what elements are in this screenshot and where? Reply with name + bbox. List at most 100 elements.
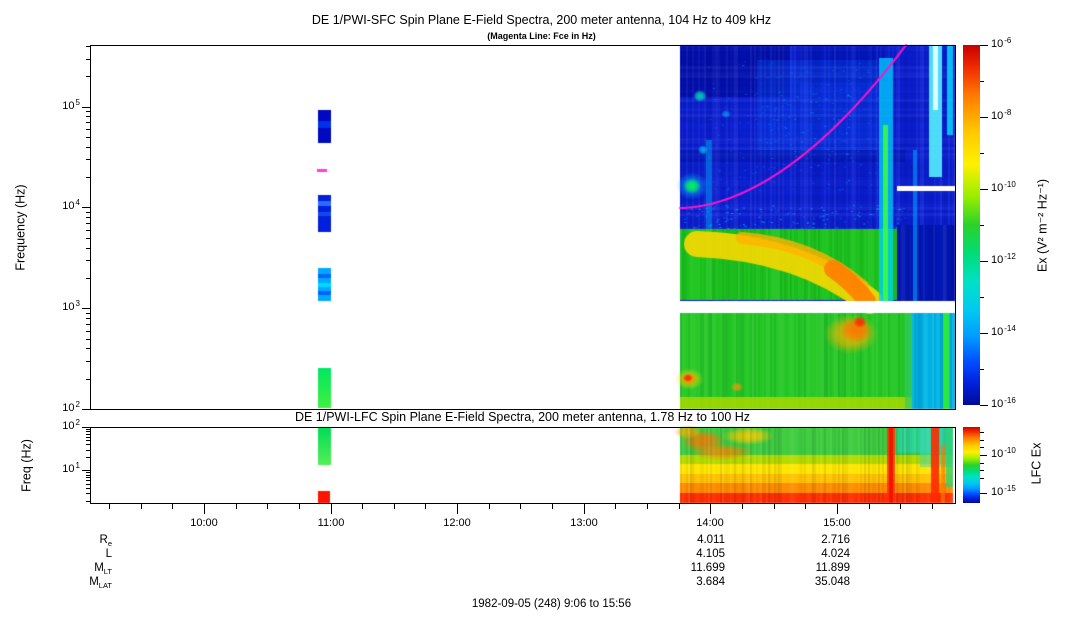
ephemeris-value-1500: 2.716: [821, 534, 850, 546]
sfc-y-axis-label: Frequency (Hz): [13, 184, 28, 271]
ephemeris-row-label: Re: [20, 533, 112, 548]
tick-mantissa: 10: [991, 38, 1004, 50]
x-axis-tick-label: 14:00: [696, 517, 724, 529]
ephemeris-label-main: M: [89, 576, 99, 588]
lfc-colorbar-minor-tick: [980, 447, 984, 448]
ephemeris-value-1400: 11.699: [690, 562, 725, 574]
sfc-y-minor-tick: [86, 361, 90, 362]
lfc-colorbar-minor-tick: [980, 440, 984, 441]
x-axis-minor-tick: [742, 504, 743, 509]
sfc-colorbar-tick-label: 10-8: [991, 108, 1033, 124]
tick-mantissa: 10: [991, 398, 1004, 410]
sfc-y-minor-tick: [86, 147, 90, 148]
lfc-colorbar-minor-tick: [980, 463, 984, 464]
x-axis-major-tick: [204, 504, 205, 514]
lfc-y-minor-tick: [86, 501, 90, 502]
lfc-colorbar-label: LFC Ex: [1029, 442, 1044, 485]
x-axis-minor-tick: [362, 504, 363, 509]
lfc-y-minor-tick: [86, 472, 90, 473]
sfc-y-minor-tick: [86, 129, 90, 130]
tick-mantissa: 10: [62, 402, 75, 414]
tick-exponent: 4: [75, 198, 80, 207]
x-axis-major-tick: [710, 504, 711, 514]
ephemeris-value-1400: 4.011: [697, 534, 725, 546]
tick-mantissa: 10: [991, 182, 1004, 194]
x-axis-minor-tick: [520, 504, 521, 509]
x-axis-minor-tick: [679, 504, 680, 509]
sfc-colorbar-minor-tick: [980, 369, 984, 370]
sfc-y-minor-tick: [86, 177, 90, 178]
lfc-y-minor-tick: [86, 457, 90, 458]
tick-exponent: -14: [1004, 324, 1016, 333]
tick-mantissa: 10: [62, 100, 75, 112]
lfc-y-minor-tick: [86, 484, 90, 485]
tick-exponent: -15: [1004, 484, 1016, 493]
tick-mantissa: 10: [62, 420, 75, 432]
sfc-y-minor-tick: [86, 111, 90, 112]
footer-daterange: 1982-09-05 (248) 9:06 to 15:56: [471, 598, 632, 610]
tick-exponent: -12: [1004, 252, 1016, 261]
tick-mantissa: 10: [62, 200, 75, 212]
sfc-y-minor-tick: [86, 238, 90, 239]
ephemeris-row-label: MLAT: [20, 575, 112, 590]
sfc-colorbar-major-tick: [980, 117, 988, 118]
sfc-y-minor-tick: [86, 331, 90, 332]
tick-exponent: -10: [1004, 446, 1016, 455]
lfc-y-axis-label: Freq (Hz): [19, 439, 34, 492]
sfc-y-minor-tick: [86, 122, 90, 123]
x-axis-minor-tick: [900, 504, 901, 509]
x-axis-minor-tick: [805, 504, 806, 509]
x-axis-minor-tick: [141, 504, 142, 509]
sfc-y-major-tick: [82, 207, 90, 208]
sfc-colorbar-tick-label: 10-6: [991, 36, 1033, 52]
lfc-colorbar-tick-label: 10-10: [991, 446, 1033, 462]
sfc-y-tick-label: 104: [38, 198, 80, 214]
x-axis-minor-tick: [394, 504, 395, 509]
tick-exponent: -6: [1004, 36, 1012, 45]
ephemeris-label-main: L: [105, 548, 112, 560]
tick-mantissa: 10: [991, 448, 1004, 460]
sfc-y-minor-tick: [86, 230, 90, 231]
sfc-y-tick-label: 105: [38, 98, 80, 114]
x-axis-major-tick: [457, 504, 458, 514]
ephemeris-label-main: M: [94, 562, 104, 574]
tick-exponent: 2: [75, 418, 80, 427]
lfc-colorbar-major-tick: [980, 493, 987, 494]
tick-exponent: -8: [1004, 108, 1012, 117]
lfc-colorbar: [963, 427, 980, 503]
lfc-y-minor-tick: [86, 493, 90, 494]
ephemeris-row-label: L: [20, 547, 112, 562]
x-axis-minor-tick: [299, 504, 300, 509]
sfc-y-minor-tick: [86, 46, 90, 47]
ephemeris-value-1400: 4.105: [696, 548, 725, 560]
x-axis-tick-label: 11:00: [317, 517, 345, 529]
sfc-y-minor-tick: [86, 116, 90, 117]
sfc-plot-frame: [90, 45, 956, 410]
lfc-y-minor-tick: [86, 488, 90, 489]
ephemeris-label-main: R: [99, 534, 108, 546]
sfc-y-minor-tick: [86, 223, 90, 224]
lfc-colorbar-minor-tick: [980, 470, 984, 471]
x-axis-tick-label: 10:00: [190, 517, 218, 529]
tick-mantissa: 10: [62, 463, 75, 475]
sfc-y-minor-tick: [86, 76, 90, 77]
lfc-y-minor-tick: [86, 450, 90, 451]
ephemeris-row-label: MLT: [20, 561, 112, 576]
sfc-y-minor-tick: [86, 59, 90, 60]
x-axis-minor-tick: [869, 504, 870, 509]
tick-mantissa: 10: [991, 486, 1004, 498]
tick-exponent: 5: [75, 98, 80, 107]
ephemeris-value-1500: 11.899: [815, 562, 850, 574]
x-axis-minor-tick: [489, 504, 490, 509]
lfc-y-minor-tick: [86, 440, 90, 441]
tick-exponent: 1: [75, 461, 80, 470]
sfc-y-tick-label: 103: [38, 299, 80, 315]
sfc-colorbar-minor-tick: [980, 153, 984, 154]
lfc-y-minor-tick: [86, 429, 90, 430]
x-axis-minor-tick: [172, 504, 173, 509]
sfc-y-minor-tick: [86, 278, 90, 279]
x-axis-tick-label: 12:00: [443, 517, 471, 529]
lfc-y-minor-tick: [86, 431, 90, 432]
x-axis-tick-label: 15:00: [823, 517, 851, 529]
